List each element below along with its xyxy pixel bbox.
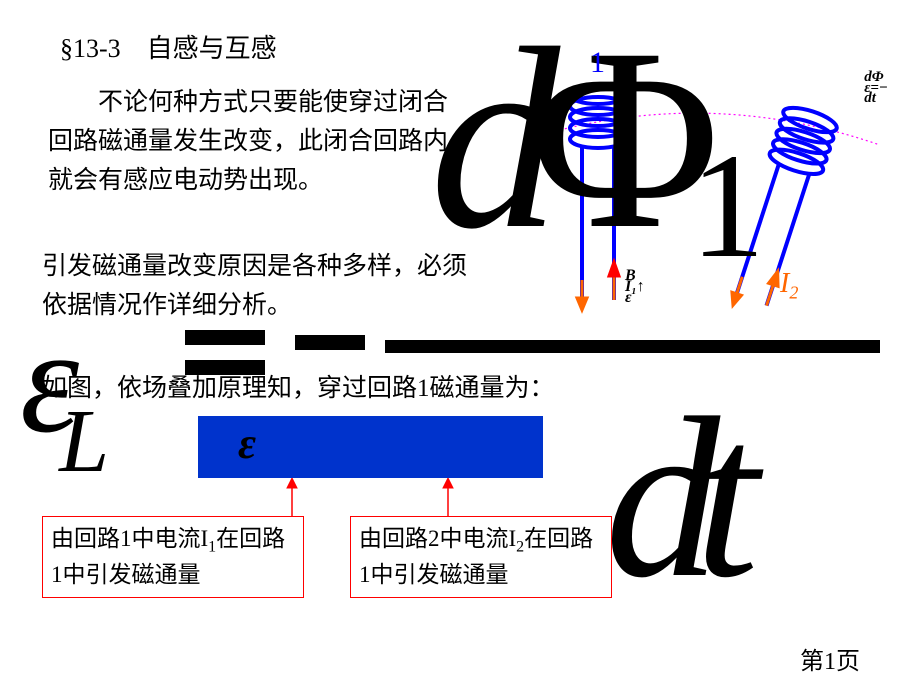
coil-2-current-label: I2 [780, 268, 798, 304]
i2-sub: 2 [789, 283, 798, 303]
formula-dPhi1: dΦ1 [430, 0, 735, 292]
c1-pre: 由回路1中电流I [51, 526, 208, 551]
paragraph-1: 不论何种方式只要能使穿过闭合回路磁通量发生改变，此闭合回路内就会有感应电动势出现… [48, 84, 448, 200]
eps-char: ε [20, 298, 59, 464]
section-title: §13-3 自感与互感 [60, 28, 277, 65]
equals-sign [185, 320, 265, 380]
i2-i: I [780, 268, 789, 299]
d-char: d [430, 0, 530, 283]
coil-1-label: 1 [590, 46, 605, 80]
paragraph-2: 引发磁通量改变原因是各种多样，必须依据情况作详细分析。 [42, 248, 482, 326]
paragraph-3: 如图，依场叠加原理知，穿过回路1磁通量为： [42, 368, 682, 404]
c2-pre: 由回路2中电流I [359, 526, 516, 551]
red-arrow-2 [438, 478, 458, 518]
phi-char: Φ [530, 0, 690, 283]
page-number: 第1页 [800, 641, 860, 676]
minus-sign [295, 335, 365, 350]
red-arrow-1 [282, 478, 302, 518]
caption-box-1: 由回路1中电流I1在回路1中引发磁通量 [42, 516, 304, 598]
caption-box-2: 由回路2中电流I2在回路1中引发磁通量 [350, 516, 612, 598]
c1-sub: 1 [208, 539, 216, 556]
c2-sub: 2 [516, 539, 524, 556]
L-sub: L [59, 392, 89, 491]
dt-t: t [695, 370, 734, 625]
small-center-label: B I₁↑ ε [625, 270, 645, 304]
fraction-bar [385, 340, 880, 353]
tiny-formula: dΦ ε=− dt [864, 72, 888, 104]
blue-eps: ε [238, 418, 256, 469]
formula-dt: dt [605, 365, 734, 630]
formula-eps-L: εL [20, 295, 89, 493]
dt-d: d [605, 370, 695, 625]
one-char: 1 [690, 123, 735, 289]
